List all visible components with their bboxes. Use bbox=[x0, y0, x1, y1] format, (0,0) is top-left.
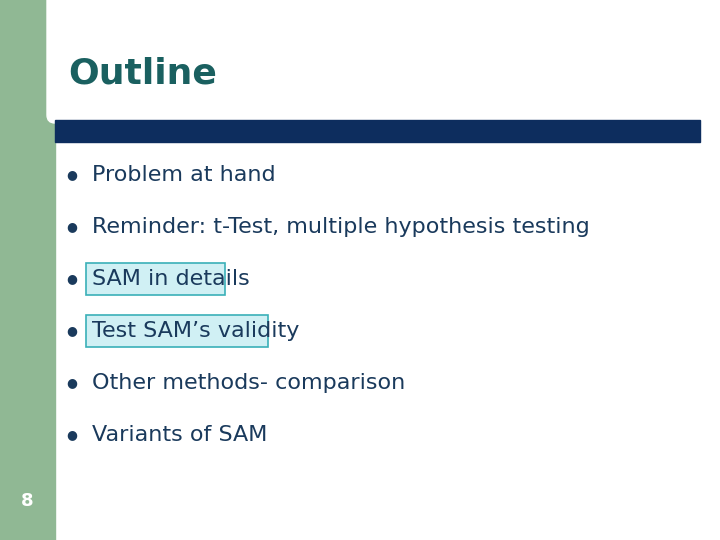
Text: ●: ● bbox=[66, 273, 78, 286]
Bar bbox=[55, 120, 700, 142]
Text: ●: ● bbox=[66, 168, 78, 181]
Bar bbox=[0, 0, 115, 115]
Text: ●: ● bbox=[66, 429, 78, 442]
Text: Other methods- comparison: Other methods- comparison bbox=[92, 373, 405, 393]
FancyBboxPatch shape bbox=[86, 315, 268, 347]
Text: Outline: Outline bbox=[68, 56, 217, 90]
Text: Reminder: t-Test, multiple hypothesis testing: Reminder: t-Test, multiple hypothesis te… bbox=[92, 217, 590, 237]
FancyBboxPatch shape bbox=[86, 263, 225, 295]
Text: ●: ● bbox=[66, 325, 78, 338]
FancyBboxPatch shape bbox=[47, 0, 143, 123]
Text: 8: 8 bbox=[21, 492, 33, 510]
Text: Variants of SAM: Variants of SAM bbox=[92, 425, 267, 445]
Text: SAM in details: SAM in details bbox=[92, 269, 250, 289]
Text: ●: ● bbox=[66, 376, 78, 389]
Text: ●: ● bbox=[66, 220, 78, 233]
Bar bbox=[0, 0, 55, 540]
Text: Test SAM’s validity: Test SAM’s validity bbox=[92, 321, 300, 341]
Text: Problem at hand: Problem at hand bbox=[92, 165, 276, 185]
